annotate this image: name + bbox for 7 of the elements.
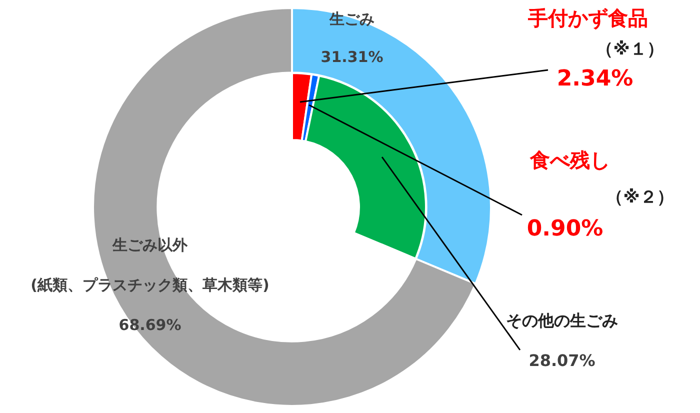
slice-label: 手付かず食品（※１） <box>527 6 664 60</box>
data-label: 31.31% <box>320 48 384 66</box>
data-label: 28.07% <box>528 351 596 370</box>
slice-label: その他の生ごみ <box>506 311 618 330</box>
data-label: 0.90% <box>526 216 604 242</box>
data-label: 2.34% <box>556 66 634 92</box>
slice-label: 食べ残し（※２） <box>529 148 674 208</box>
